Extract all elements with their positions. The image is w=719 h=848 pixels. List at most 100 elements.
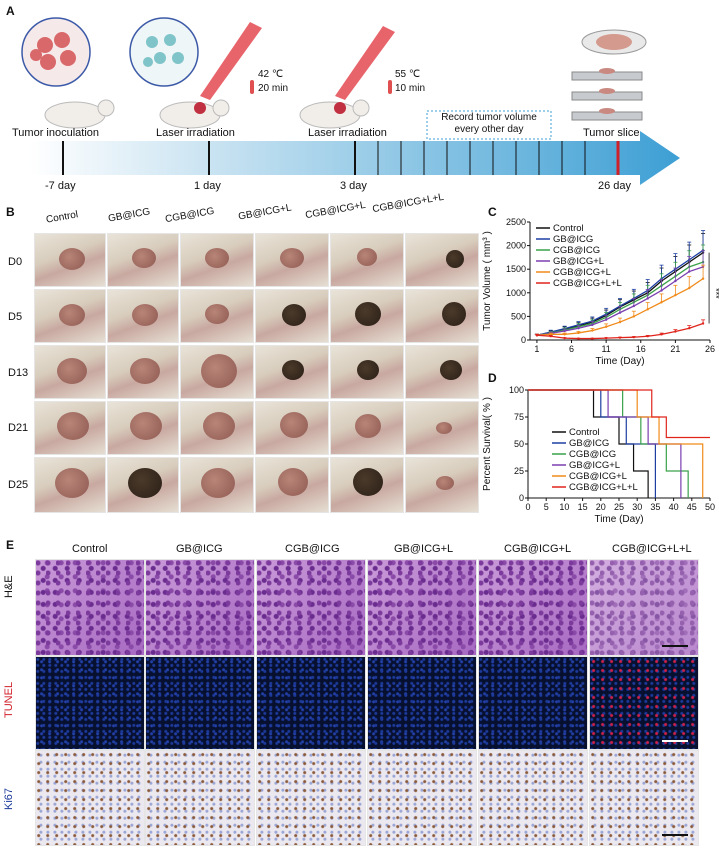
x-tick-label: 40 <box>669 502 679 512</box>
mouse-photo <box>255 401 329 455</box>
mouse-photo <box>34 457 106 513</box>
day-label-3: 3 day <box>340 180 367 192</box>
temp-label-2: 55 ℃ <box>395 69 421 80</box>
b-row-label-4: D25 <box>8 479 29 491</box>
legend-label: CGB@ICG+L <box>553 267 611 278</box>
laser-beam-1 <box>200 22 262 100</box>
mouse-photo <box>405 289 479 343</box>
data-point <box>632 304 636 308</box>
step-label-laser-1: Laser irradiation <box>156 127 235 139</box>
he-image <box>367 559 477 656</box>
ki67-image <box>478 750 588 846</box>
data-point <box>660 301 663 304</box>
survival-step-line <box>528 389 710 439</box>
mouse-1 <box>44 99 115 129</box>
data-point <box>701 322 705 325</box>
data-point <box>535 334 539 337</box>
y-tick-label: 0 <box>519 493 524 503</box>
e-row-label-ki67: Ki67 <box>3 787 15 810</box>
x-tick-label: 10 <box>559 502 569 512</box>
tunel-image <box>367 656 477 750</box>
he-image <box>145 559 255 656</box>
b-row-label-1: D5 <box>8 311 23 323</box>
he-image <box>256 559 366 656</box>
data-point <box>646 308 649 311</box>
ki67-image <box>35 750 145 846</box>
panel-e-label: E <box>6 538 15 552</box>
tunel-image <box>589 656 699 750</box>
mouse-photo <box>107 345 179 399</box>
data-point <box>646 297 649 300</box>
y-tick-label: 1000 <box>506 288 526 298</box>
mouse-photo <box>330 401 404 455</box>
scale-bar-ki67 <box>662 834 688 836</box>
mouse-photo <box>330 457 404 513</box>
legend-label: Control <box>553 223 584 234</box>
y-tick-label: 75 <box>514 412 524 422</box>
x-tick-label: 20 <box>596 502 606 512</box>
ki67-image <box>256 750 366 846</box>
x-tick-label: 15 <box>578 502 588 512</box>
timeline-graphic <box>21 17 680 185</box>
mouse-photo <box>107 457 179 513</box>
b-row-label-2: D13 <box>8 367 29 379</box>
mouse-3 <box>299 99 370 129</box>
mouse-photo <box>255 233 329 287</box>
data-point <box>591 323 594 327</box>
legend-label: CGB@ICG+L <box>569 471 627 482</box>
data-point <box>701 277 705 280</box>
mouse-photo <box>34 289 106 343</box>
e-row-label-he: H&E <box>3 575 15 598</box>
mouse-photo <box>405 457 479 513</box>
mouse-photo <box>255 345 329 399</box>
mouse-photo <box>255 457 329 513</box>
e-col-header-5: CGB@ICG+L+L <box>612 543 692 555</box>
mouse-photo <box>107 289 179 343</box>
he-image <box>35 559 145 656</box>
temp-label-1: 42 ℃ <box>258 69 284 80</box>
x-tick-label: 0 <box>525 502 530 512</box>
he-image <box>478 559 588 656</box>
x-tick-label: 26 <box>705 344 715 354</box>
ki67-image <box>367 750 477 846</box>
data-point <box>591 329 594 332</box>
mouse-photo <box>180 233 254 287</box>
mouse-photo <box>34 345 106 399</box>
mouse-photo <box>180 289 254 343</box>
y-axis-label: Tumor Volume ( mm³ ) <box>482 231 493 331</box>
data-point <box>674 330 677 333</box>
data-point <box>591 337 594 340</box>
data-point <box>688 286 691 290</box>
legend-label: GB@ICG+L <box>553 256 604 267</box>
legend-label: Control <box>569 427 600 438</box>
y-tick-label: 50 <box>514 439 524 449</box>
data-point <box>577 337 580 340</box>
legend-label: CGB@ICG+L+L <box>553 278 622 289</box>
data-point <box>688 270 691 273</box>
y-tick-label: 100 <box>509 385 524 395</box>
ki67-image <box>145 750 255 846</box>
panel-a-label: A <box>6 4 15 18</box>
he-image <box>589 559 699 656</box>
tunel-image <box>478 656 588 750</box>
data-point <box>660 333 663 336</box>
e-col-header-4: CGB@ICG+L <box>504 543 572 555</box>
data-point <box>563 333 566 336</box>
day-label-2: 1 day <box>194 180 221 192</box>
x-tick-label: 11 <box>601 344 610 354</box>
data-point <box>618 320 622 324</box>
x-tick-label: 50 <box>705 502 715 512</box>
legend-label: CGB@ICG+L+L <box>569 482 638 493</box>
mouse-photo <box>255 289 329 343</box>
step-label-laser-2: Laser irradiation <box>308 127 387 139</box>
data-point <box>549 335 552 338</box>
y-tick-label: 0 <box>521 335 526 345</box>
e-col-header-0: Control <box>72 543 108 555</box>
data-point <box>604 336 608 340</box>
panel-c-label: C <box>488 205 497 219</box>
panel-b-label: B <box>6 205 15 219</box>
x-tick-label: 35 <box>650 502 660 512</box>
b-col-header-2: CGB@ICG <box>164 205 216 226</box>
y-tick-label: 1500 <box>506 264 526 274</box>
y-tick-label: 25 <box>514 466 524 476</box>
